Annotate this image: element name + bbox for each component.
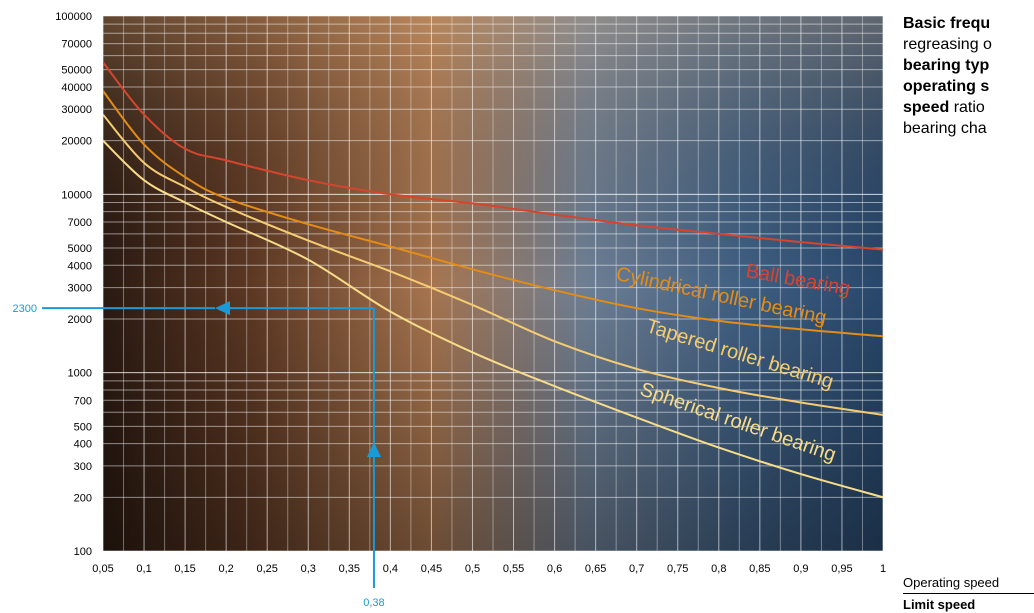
y-tick-label: 2000 — [68, 314, 92, 326]
annotation-x-value: 0,38 — [363, 597, 384, 609]
x-tick-label: 0,6 — [547, 563, 562, 575]
y-tick-label: 700 — [74, 395, 92, 407]
description-line: bearing cha — [903, 118, 1034, 139]
ratio-denominator: Limit speed — [903, 594, 1034, 613]
y-tick-label: 1000 — [68, 368, 92, 380]
x-tick-label: 0,05 — [92, 563, 113, 575]
description-line: speed ratio — [903, 97, 1034, 118]
x-tick-label: 0,7 — [629, 563, 644, 575]
description-line: bearing typ — [903, 55, 1034, 76]
x-tick-label: 0,35 — [339, 563, 360, 575]
y-tick-label: 40000 — [61, 82, 92, 94]
description-line: operating s — [903, 76, 1034, 97]
x-tick-label: 0,3 — [301, 563, 316, 575]
y-tick-label: 500 — [74, 421, 92, 433]
y-tick-label: 100000 — [55, 11, 92, 23]
x-tick-label: 0,85 — [749, 563, 770, 575]
y-tick-label: 5000 — [68, 243, 92, 255]
y-tick-label: 30000 — [61, 104, 92, 116]
x-tick-label: 0,15 — [174, 563, 195, 575]
x-tick-label: 0,55 — [503, 563, 524, 575]
x-tick-label: 0,65 — [585, 563, 606, 575]
y-tick-label: 400 — [74, 439, 92, 451]
y-tick-label: 200 — [74, 492, 92, 504]
x-tick-label: 0,9 — [793, 563, 808, 575]
x-tick-label: 0,25 — [256, 563, 277, 575]
annotation-y-value: 2300 — [13, 303, 37, 315]
x-tick-label: 0,75 — [667, 563, 688, 575]
y-tick-label: 4000 — [68, 260, 92, 272]
x-tick-label: 0,5 — [465, 563, 480, 575]
x-tick-label: 1 — [880, 563, 886, 575]
y-tick-label: 7000 — [68, 217, 92, 229]
y-tick-label: 70000 — [61, 39, 92, 51]
ratio-numerator: Operating speed — [903, 574, 1034, 594]
x-tick-label: 0,95 — [831, 563, 852, 575]
x-tick-label: 0,4 — [383, 563, 398, 575]
y-tick-label: 20000 — [61, 136, 92, 148]
description-line: regreasing o — [903, 34, 1034, 55]
y-tick-label: 100 — [74, 546, 92, 558]
x-tick-label: 0,2 — [219, 563, 234, 575]
y-tick-label: 10000 — [61, 189, 92, 201]
description-line: Basic frequ — [903, 13, 1034, 34]
y-tick-label: 3000 — [68, 283, 92, 295]
x-axis-ratio-label: Operating speed Limit speed — [903, 574, 1034, 613]
x-tick-label: 0,1 — [136, 563, 151, 575]
y-tick-label: 50000 — [61, 65, 92, 77]
y-tick-label: 300 — [74, 461, 92, 473]
description-text: Basic frequ regreasing o bearing typ operat… — [903, 13, 1034, 163]
x-tick-label: 0,8 — [711, 563, 726, 575]
x-tick-label: 0,45 — [421, 563, 442, 575]
